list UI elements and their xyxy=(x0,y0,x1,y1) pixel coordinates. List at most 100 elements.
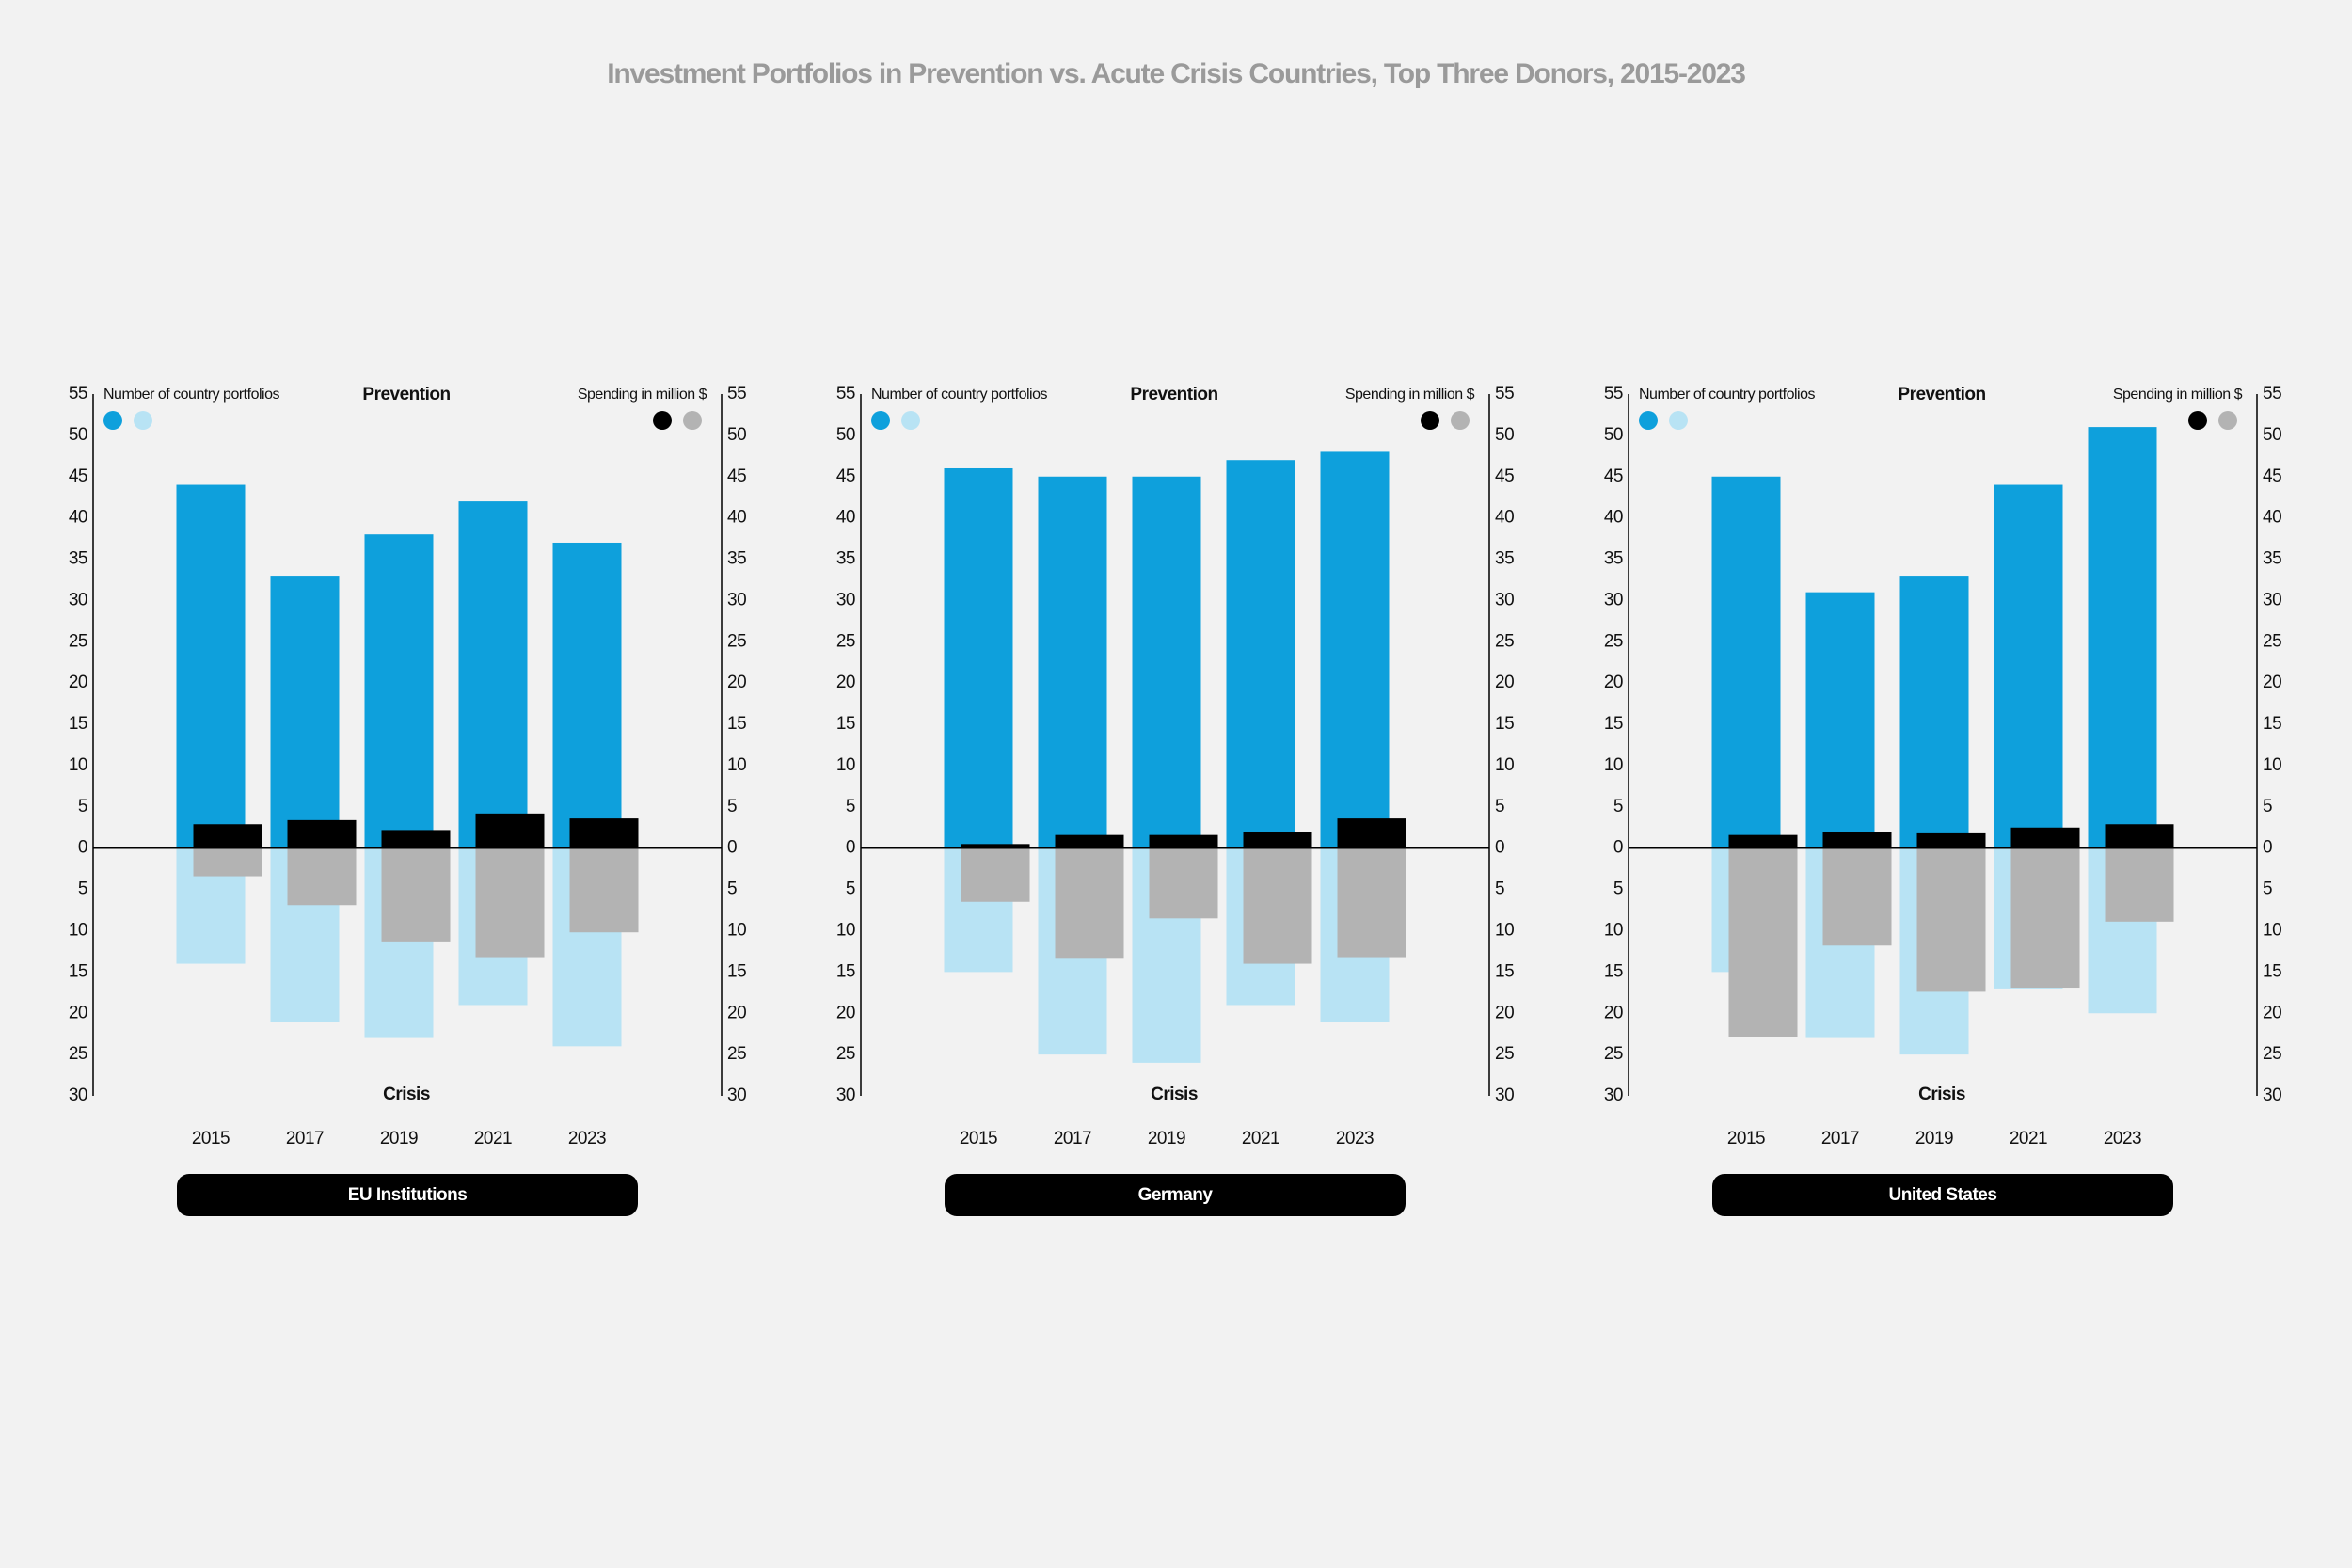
spending-bar xyxy=(193,824,262,848)
y2-tick-label: 45 xyxy=(727,467,746,486)
spending-bar xyxy=(1337,818,1406,848)
spending-bar xyxy=(1149,834,1218,848)
y2-tick-label: 30 xyxy=(2263,590,2281,610)
y2-tick-label: 40 xyxy=(727,508,746,528)
portfolio-bar xyxy=(552,542,622,848)
y-tick-label: 25 xyxy=(69,631,87,651)
chart-title: United States xyxy=(1889,1185,1997,1205)
spending-bar xyxy=(1243,847,1312,964)
y-tick-label: 10 xyxy=(836,920,855,940)
page-title: Investment Portfolios in Prevention vs. … xyxy=(607,58,1745,89)
y2-tick-label: 35 xyxy=(727,549,746,569)
y2-tick-label: 10 xyxy=(727,920,746,940)
y2-tick-label: 20 xyxy=(2263,1003,2281,1022)
y2-tick-label: 30 xyxy=(727,590,746,610)
bottom-label: Crisis xyxy=(1151,1085,1198,1104)
top-label: Prevention xyxy=(1898,385,1985,404)
y2-tick-label: 5 xyxy=(727,797,737,816)
legend-dot xyxy=(1639,411,1658,430)
donor-pill xyxy=(1712,1174,2173,1216)
y2-tick-label: 20 xyxy=(1495,673,1514,692)
y2-tick-label: 10 xyxy=(2263,920,2281,940)
y-tick-label: 0 xyxy=(1613,838,1623,858)
spending-bar xyxy=(1728,847,1798,1037)
y-tick-label: 40 xyxy=(836,508,855,528)
y-tick-label: 30 xyxy=(69,590,87,610)
portfolio-bar xyxy=(1132,476,1201,848)
y2-tick-label: 30 xyxy=(1495,590,1514,610)
y2-tick-label: 10 xyxy=(1495,755,1514,775)
legend-dot xyxy=(653,411,672,430)
y-tick-label: 20 xyxy=(836,1003,855,1022)
bottom-label: Crisis xyxy=(383,1085,430,1104)
y2-tick-label: 25 xyxy=(1495,1044,1514,1064)
spending-bar xyxy=(1337,847,1406,958)
y-tick-label: 0 xyxy=(78,838,87,858)
x-tick-label: 2015 xyxy=(960,1129,997,1148)
y-tick-label: 5 xyxy=(1613,797,1623,816)
chart-title: Germany xyxy=(1138,1185,1214,1205)
spending-bar xyxy=(287,847,357,906)
y-tick-label: 25 xyxy=(836,631,855,651)
y-tick-label: 15 xyxy=(69,714,87,734)
portfolio-bar xyxy=(1320,451,1390,848)
spending-bar xyxy=(1055,847,1124,959)
y2-tick-label: 10 xyxy=(1495,920,1514,940)
y-tick-label: 30 xyxy=(836,1085,855,1105)
spending-bar xyxy=(2105,824,2174,848)
y-axis-label: Number of country portfolios xyxy=(103,387,279,403)
x-tick-label: 2023 xyxy=(568,1129,606,1148)
y2-axis-label: Spending in million $ xyxy=(578,387,707,403)
portfolio-bar xyxy=(1899,576,1969,848)
portfolio-bar xyxy=(1711,476,1781,848)
donor-pill xyxy=(945,1174,1406,1216)
y2-tick-label: 20 xyxy=(2263,673,2281,692)
y2-tick-label: 50 xyxy=(1495,425,1514,445)
legend-dot xyxy=(683,411,702,430)
spending-bar xyxy=(569,847,639,933)
y-tick-label: 5 xyxy=(1613,879,1623,899)
legend-dot xyxy=(2188,411,2207,430)
y2-tick-label: 30 xyxy=(727,1085,746,1105)
spending-bar xyxy=(569,818,639,848)
y2-tick-label: 15 xyxy=(727,961,746,981)
portfolio-bar xyxy=(1038,476,1107,848)
y2-tick-label: 25 xyxy=(727,1044,746,1064)
bottom-label: Crisis xyxy=(1918,1085,1965,1104)
spending-bar xyxy=(961,847,1030,902)
y-tick-label: 20 xyxy=(1604,1003,1623,1022)
x-tick-label: 2023 xyxy=(1336,1129,1374,1148)
x-tick-label: 2019 xyxy=(1148,1129,1185,1148)
top-label: Prevention xyxy=(1130,385,1217,404)
y-tick-label: 15 xyxy=(69,961,87,981)
y-tick-label: 55 xyxy=(69,384,87,404)
portfolio-bar xyxy=(176,484,246,848)
y2-tick-label: 40 xyxy=(1495,508,1514,528)
y-tick-label: 20 xyxy=(836,673,855,692)
portfolio-bar xyxy=(1805,592,1875,848)
y-tick-label: 15 xyxy=(1604,961,1623,981)
y-tick-label: 25 xyxy=(1604,631,1623,651)
y-tick-label: 20 xyxy=(69,673,87,692)
x-tick-label: 2017 xyxy=(1054,1129,1091,1148)
y2-tick-label: 55 xyxy=(727,384,746,404)
y2-tick-label: 5 xyxy=(1495,797,1504,816)
y-tick-label: 25 xyxy=(1604,1044,1623,1064)
y-tick-label: 45 xyxy=(836,467,855,486)
y-tick-label: 30 xyxy=(1604,1085,1623,1105)
y-tick-label: 35 xyxy=(69,549,87,569)
legend-dot xyxy=(103,411,122,430)
spending-bar xyxy=(475,847,545,958)
legend-dot xyxy=(1421,411,1439,430)
y2-tick-label: 15 xyxy=(727,714,746,734)
y-tick-label: 10 xyxy=(69,920,87,940)
spending-bar xyxy=(2105,847,2174,922)
y-axis-label: Number of country portfolios xyxy=(1639,387,1815,403)
y2-tick-label: 45 xyxy=(1495,467,1514,486)
x-tick-label: 2017 xyxy=(286,1129,324,1148)
y2-tick-label: 25 xyxy=(2263,631,2281,651)
donor-pill xyxy=(177,1174,638,1216)
legend-dot xyxy=(901,411,920,430)
y-tick-label: 40 xyxy=(1604,508,1623,528)
x-tick-label: 2021 xyxy=(1242,1129,1279,1148)
